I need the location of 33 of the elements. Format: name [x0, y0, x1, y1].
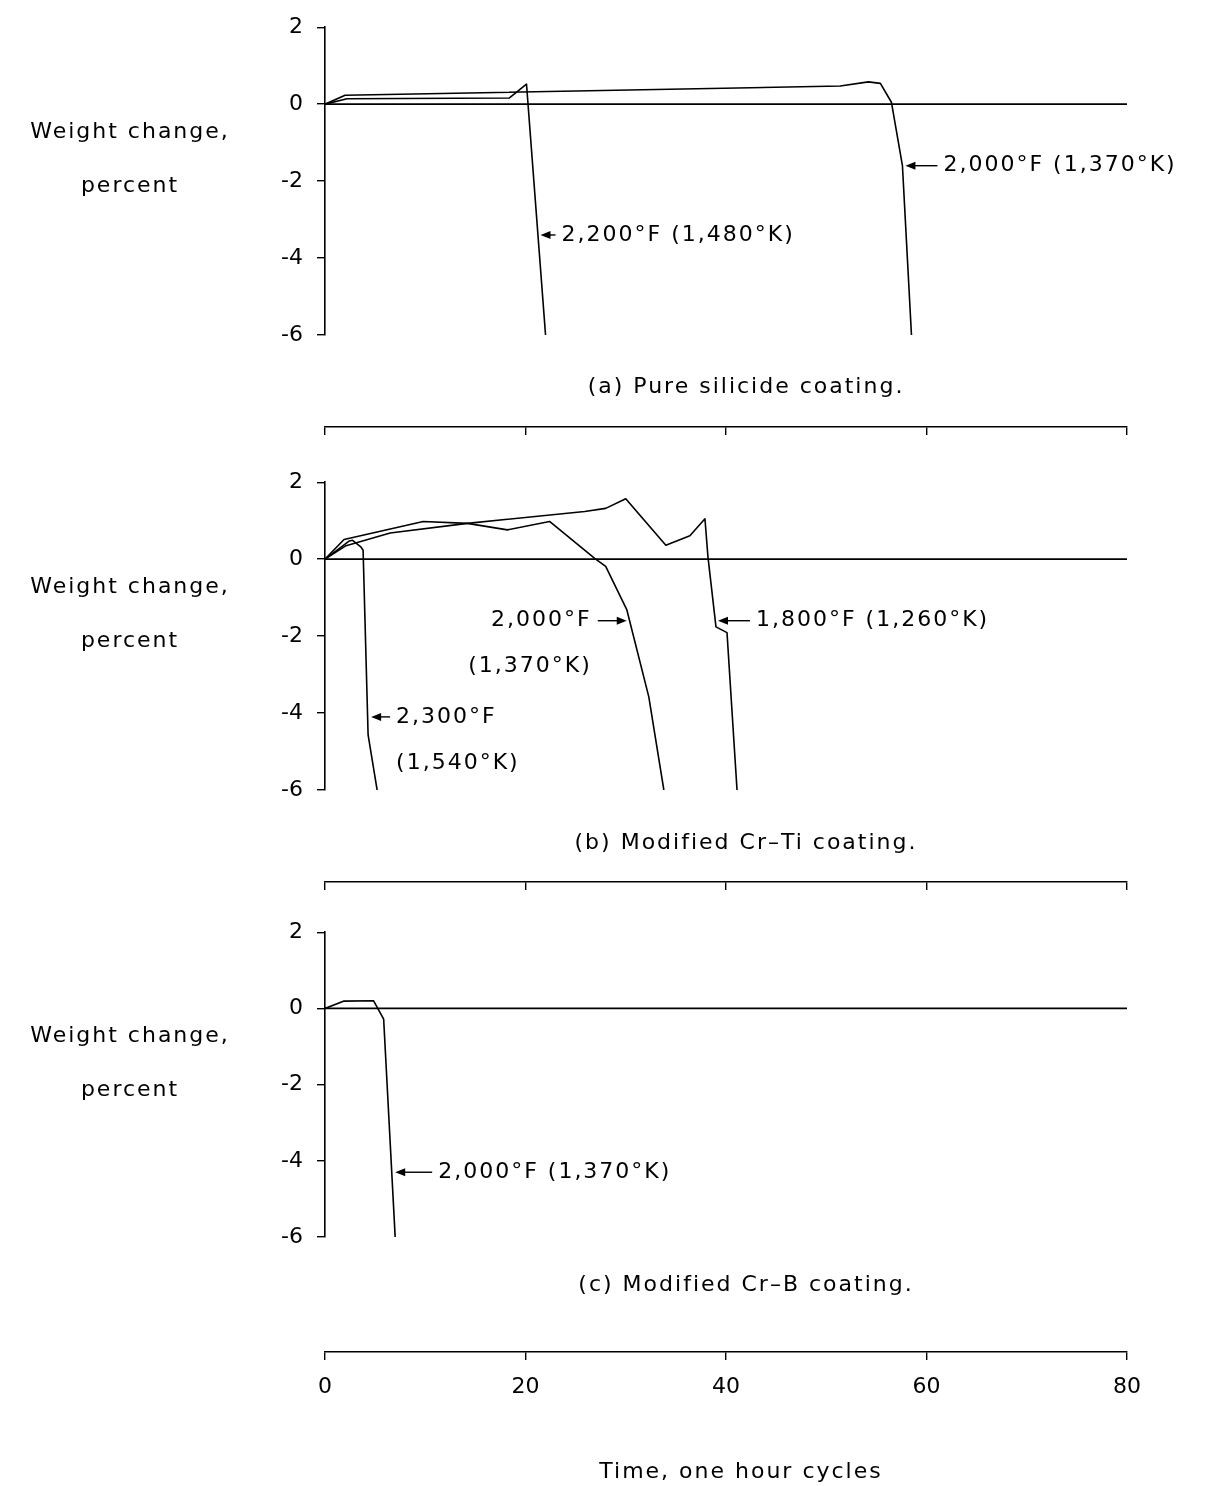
text: (a) Pure silicide coating. [587, 372, 905, 398]
x-tick-label: 0 [318, 1372, 332, 1398]
x-axis-title: Time, one hour cycles [598, 1457, 883, 1483]
y-tick-label: 2 [289, 12, 303, 38]
x-tick-label: 60 [912, 1372, 941, 1398]
text: Weight change, percent [30, 573, 230, 653]
annotation: 2,200°F (1,480°K) [561, 220, 795, 246]
y-tick-label: -6 [281, 1222, 303, 1248]
annotation: 2,300°F (1,540°K) [396, 702, 520, 774]
y-tick-label: -4 [281, 243, 303, 269]
y-tick-label: 2 [289, 467, 303, 493]
y-tick-label: -4 [281, 698, 303, 724]
text: Weight change, percent [30, 1021, 230, 1101]
y-tick-label: -2 [281, 1070, 303, 1096]
annotation: 2,000°F (1,370°K) [943, 151, 1177, 177]
y-tick-label: 0 [289, 89, 303, 115]
x-tick-label: 40 [712, 1372, 740, 1398]
annotation: 2,000°F (1,370°K) [438, 1157, 672, 1183]
y-tick-label: -6 [281, 775, 303, 801]
text: Weight change, percent [30, 118, 230, 198]
x-tick-label: 80 [1113, 1372, 1141, 1398]
y-tick-label: -4 [281, 1146, 303, 1172]
x-tick-label: 20 [511, 1372, 540, 1398]
y-tick-label: 0 [289, 544, 303, 570]
y-tick-label: 0 [289, 994, 303, 1020]
annotation: 1,800°F (1,260°K) [755, 606, 990, 632]
y-tick-label: -2 [281, 166, 303, 192]
annotation: 2,000°F (1,370°K) [468, 606, 592, 678]
text: (c) Modified Cr–B coating. [578, 1270, 914, 1296]
text: (b) Modified Cr–Ti coating. [574, 828, 918, 854]
y-tick-label: 2 [289, 917, 303, 943]
y-tick-label: -6 [281, 320, 303, 346]
y-tick-label: -2 [281, 621, 303, 647]
